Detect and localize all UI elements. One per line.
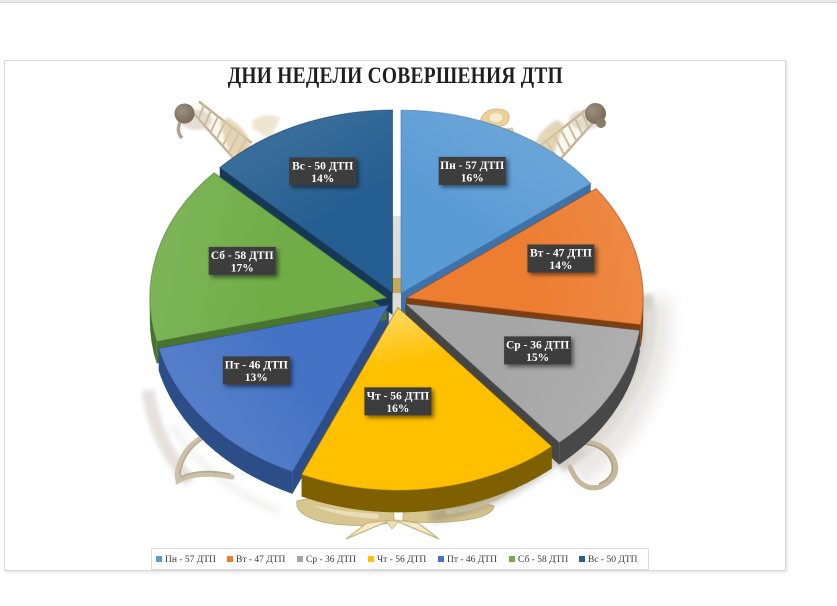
- svg-text:Ср - 36 ДТП: Ср - 36 ДТП: [506, 340, 569, 352]
- svg-text:16%: 16%: [386, 403, 409, 415]
- svg-text:14%: 14%: [549, 260, 572, 272]
- svg-text:Вт - 47 ДТП: Вт - 47 ДТП: [530, 248, 592, 260]
- svg-text:Вс - 50 ДТП: Вс - 50 ДТП: [292, 161, 353, 173]
- svg-text:Сб - 58 ДТП: Сб - 58 ДТП: [211, 250, 274, 262]
- svg-text:15%: 15%: [526, 352, 549, 364]
- svg-text:Чт - 56 ДТП: Чт - 56 ДТП: [367, 391, 430, 403]
- svg-text:17%: 17%: [231, 262, 254, 274]
- svg-text:13%: 13%: [245, 372, 268, 384]
- svg-text:Пт - 46 ДТП: Пт - 46 ДТП: [225, 360, 288, 372]
- svg-text:16%: 16%: [461, 172, 484, 184]
- svg-text:Пн - 57 ДТП: Пн - 57 ДТП: [440, 160, 504, 172]
- svg-text:14%: 14%: [311, 173, 334, 185]
